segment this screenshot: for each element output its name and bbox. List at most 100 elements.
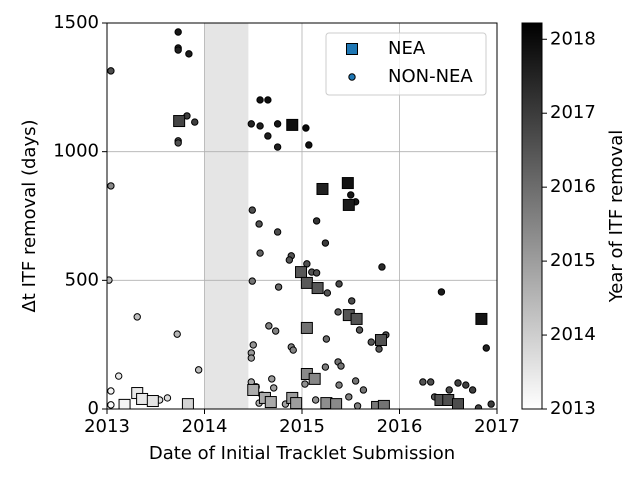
colorbar-label: Year of ITF removal [606,130,627,304]
circle-point [351,377,360,385]
colorbar-tick-label: 2016 [550,176,596,197]
circle-point [454,379,462,387]
square-point [374,334,387,347]
circle-point [427,378,435,386]
circle-point [256,96,264,104]
colorbar-tick-label: 2018 [550,28,596,49]
circle-point [274,283,283,291]
circle-point [107,67,115,75]
circle-point [462,381,470,389]
circle-point [345,393,353,401]
circle-point [321,239,330,247]
square-point [300,276,313,289]
circle-point [355,326,364,334]
circle-point [353,402,362,409]
circle-point [302,124,310,132]
square-point [118,398,131,409]
y-tick-label: 1000 [53,141,99,162]
circle-point [247,354,256,362]
square-point [316,182,329,195]
square-point [341,177,354,190]
circle-point [445,386,453,394]
circle-point [107,401,115,409]
shaded-span [204,23,249,409]
circle-point [378,263,386,271]
square-point [290,397,303,409]
circle-point [273,228,282,236]
square-point [452,398,464,409]
circle-point [163,394,172,402]
x-tick-label: 2013 [84,416,130,437]
points [107,28,495,409]
square-point [330,398,343,409]
colorbar-tick-label: 2013 [550,398,596,419]
circle-point [256,249,264,257]
circle-point [264,96,272,104]
circle-point [285,256,294,264]
y-axis-label: Δt ITF removal (days) [19,119,40,312]
circle-point [270,384,278,392]
colorbar [521,22,543,410]
circle-point [271,327,280,335]
circle-point [273,143,282,151]
square-point [342,198,355,211]
circle-point [133,313,141,321]
circle-point [359,386,368,394]
x-tick-label: 2014 [182,416,228,437]
circle-point [289,346,297,354]
colorbar-tick-label: 2014 [550,324,596,345]
colorbar-tick-label: 2015 [550,250,596,271]
circle-point [255,220,263,228]
circle-point [107,276,113,284]
circle-point [335,280,343,288]
circle-point [322,335,331,343]
circle-point [247,120,256,128]
circle-point [305,141,313,149]
legend-marker [346,43,358,55]
circle-point [248,206,256,214]
circle-point [264,132,272,140]
square-point [286,118,299,131]
circle-point [191,118,199,126]
circle-point [107,182,115,190]
circle-point [173,330,181,338]
circle-point [174,46,182,54]
square-point [377,399,390,409]
circle-point [487,400,495,408]
circle-point [107,387,115,395]
circle-point [312,269,321,277]
square-point [475,312,488,325]
legend-label: NON-NEA [388,66,473,87]
y-tick-label: 0 [88,398,99,419]
circle-point [419,378,427,386]
plot-frame [106,22,498,410]
circle-point [185,50,193,58]
circle-point [301,380,309,388]
circle-point [482,344,490,352]
x-tick-label: 2016 [377,416,423,437]
circle-point [347,191,355,199]
y-tick-label: 500 [65,269,99,290]
x-axis-label: Date of Initial Tracklet Submission [149,443,455,464]
square-point [247,383,260,396]
circle-point [337,362,345,370]
circle-point [334,308,342,316]
legend-label: NEA [388,38,426,59]
circle-point [268,375,276,383]
circle-point [468,386,477,394]
square-point [350,312,363,325]
square-point [311,282,324,295]
square-point [146,395,159,408]
square-point [173,115,186,128]
circle-point [312,217,321,225]
circle-point [335,381,343,389]
circle-point [375,345,383,353]
square-point [181,398,194,409]
circle-point [273,120,282,128]
circle-point [367,338,375,346]
circle-point [174,28,182,36]
legend-marker [348,73,356,81]
x-tick-label: 2015 [279,416,325,437]
circle-point [323,289,332,297]
